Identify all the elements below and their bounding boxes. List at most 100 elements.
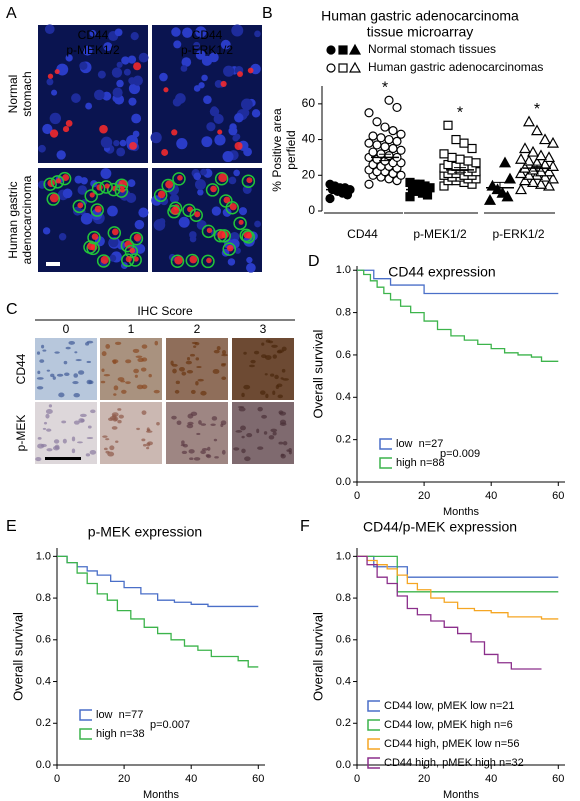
nucleus (254, 30, 261, 38)
cell (256, 428, 260, 434)
nucleus (214, 134, 226, 146)
legend-swatch (379, 438, 392, 450)
cell (280, 453, 285, 457)
data-point (538, 170, 552, 182)
nucleus (178, 216, 190, 228)
nucleus (138, 207, 149, 218)
cell (87, 425, 92, 429)
cell (75, 359, 82, 362)
data-point (542, 165, 556, 177)
cell (108, 417, 114, 422)
data-point (368, 147, 378, 157)
nucleus (56, 150, 66, 160)
phospho-stain (246, 233, 252, 239)
phospho-stain (165, 180, 174, 189)
cell (71, 436, 76, 442)
membrane-stain (167, 204, 181, 219)
cell (40, 443, 47, 448)
cell (261, 414, 267, 419)
cell (111, 426, 118, 430)
cell (200, 450, 206, 455)
nucleus (234, 247, 241, 254)
y-tick-label: 0.0 (36, 759, 51, 771)
p-value: p=0.009 (440, 448, 480, 460)
cell (71, 448, 76, 454)
cell (243, 384, 251, 390)
data-point (447, 152, 457, 163)
membrane-stain (161, 178, 175, 193)
cell (213, 349, 220, 354)
phospho-stain (171, 129, 178, 136)
cell (85, 453, 91, 457)
legend-marker (338, 45, 348, 55)
phospho-stain (161, 149, 169, 156)
nucleus (246, 262, 256, 273)
nucleus (42, 123, 53, 135)
cell (186, 423, 194, 429)
survival-curve (357, 555, 559, 620)
cell (200, 390, 207, 396)
nucleus (130, 32, 139, 41)
cell (136, 427, 140, 431)
nucleus (231, 24, 244, 37)
cell (207, 446, 211, 451)
nucleus (200, 168, 207, 176)
phospho-stain (129, 247, 136, 254)
cell (189, 457, 194, 460)
phospho-stain (170, 206, 180, 215)
cell (114, 341, 122, 345)
nucleus (222, 208, 232, 217)
y-tick-label: 20 (302, 167, 316, 181)
phospho-stain (55, 178, 62, 184)
cell (117, 408, 122, 411)
data-point (376, 133, 386, 143)
significance: * (457, 105, 463, 122)
nucleus (227, 258, 236, 266)
phospho-stain (210, 185, 217, 193)
cell (64, 372, 70, 376)
nucleus (233, 169, 240, 177)
cell (272, 354, 277, 359)
nucleus (180, 65, 188, 72)
cell (111, 359, 119, 364)
phospho-stain (49, 193, 59, 203)
cell (109, 445, 115, 451)
cell (134, 374, 138, 378)
cell (272, 431, 277, 436)
phospho-stain (177, 175, 183, 181)
membrane-stain (222, 242, 237, 256)
cell (103, 373, 111, 377)
legend-label: Human gastric adenocarcinomas (368, 60, 543, 74)
cell (132, 348, 140, 354)
phospho-stain (111, 228, 119, 236)
data-point (503, 172, 517, 184)
phospho-stain (99, 124, 108, 134)
legend-label: CD44 high, pMEK low n=56 (384, 738, 519, 750)
data-point (526, 145, 540, 157)
nucleus (80, 212, 93, 225)
data-point (405, 177, 415, 188)
data-point (483, 194, 497, 205)
data-point (538, 133, 552, 145)
nucleus (234, 113, 244, 123)
y-tick-label: 0.4 (336, 391, 351, 403)
cell (86, 436, 94, 440)
legend-label: high n=38 (96, 728, 145, 740)
data-point (463, 156, 473, 166)
membrane-stain (201, 224, 216, 239)
nucleus (127, 55, 137, 64)
cell (264, 355, 272, 360)
panel-label: B (262, 5, 273, 22)
legend-label: high n=88 (396, 457, 445, 469)
cell (56, 373, 64, 377)
nucleus (197, 189, 204, 196)
data-point (471, 158, 481, 168)
membrane-stain (129, 231, 144, 246)
phospho-stain (62, 174, 70, 182)
phospho-stain (238, 219, 244, 225)
phospho-stain (157, 190, 166, 199)
phospho-stain (206, 227, 213, 234)
phospho-stain (194, 211, 201, 218)
cell (135, 355, 143, 358)
